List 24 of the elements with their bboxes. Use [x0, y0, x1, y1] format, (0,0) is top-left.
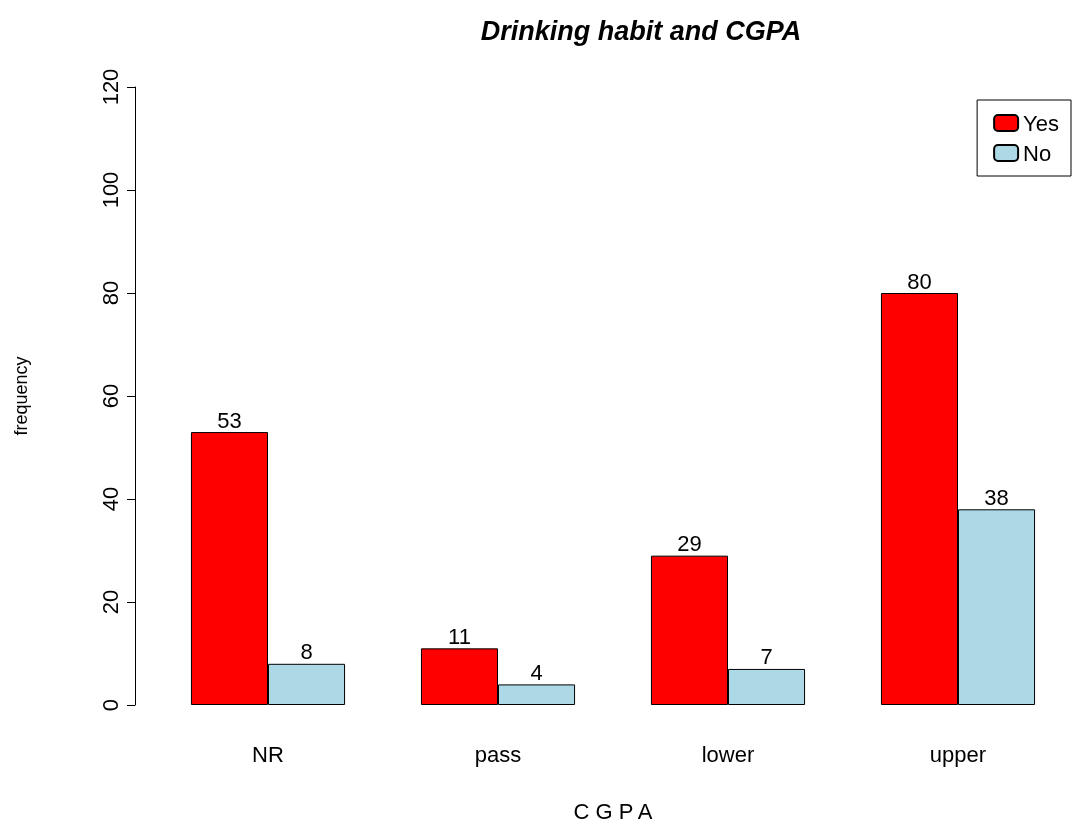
legend-label: Yes [1023, 110, 1059, 136]
data-label: 80 [907, 268, 932, 294]
y-tick-label: 120 [97, 68, 123, 106]
y-axis-title: frequency [11, 356, 31, 436]
data-label: 4 [530, 659, 543, 685]
x-tick-label: upper [929, 741, 987, 767]
y-tick-label: 100 [97, 171, 123, 209]
data-label: 53 [217, 407, 242, 433]
data-label: 8 [300, 639, 313, 665]
x-axis-title: C G P A [573, 798, 653, 824]
data-label: 11 [448, 623, 471, 649]
y-tick-label: 0 [97, 698, 123, 712]
chart-title: Drinking habit and CGPA [480, 15, 802, 46]
x-tick-label: pass [474, 741, 522, 767]
data-label: 38 [984, 484, 1009, 510]
data-label: 7 [760, 644, 773, 670]
x-tick-label: lower [701, 741, 755, 767]
x-tick-label: NR [252, 741, 284, 767]
y-tick-label: 20 [97, 589, 123, 615]
data-label: 29 [677, 531, 702, 557]
y-tick-label: 40 [97, 486, 123, 512]
legend-label: No [1023, 140, 1052, 166]
y-tick-label: 60 [97, 383, 123, 409]
y-tick-label: 80 [97, 280, 123, 306]
